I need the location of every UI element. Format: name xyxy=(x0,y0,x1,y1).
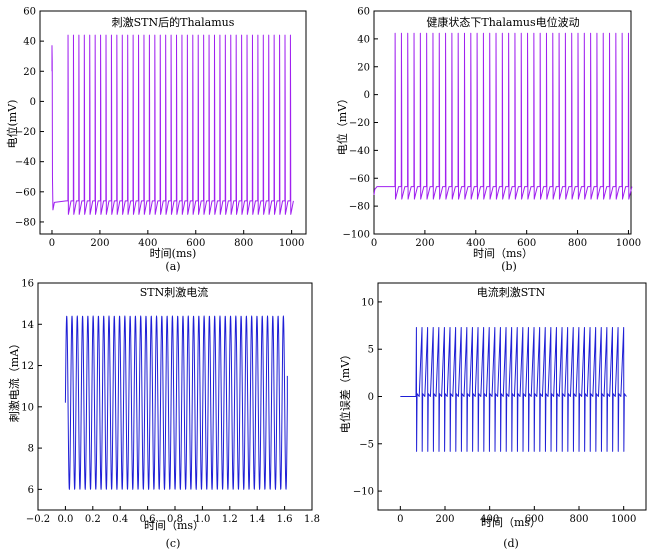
y-tick-label: 12 xyxy=(21,361,34,372)
x-tick-label: 0.6 xyxy=(140,514,156,525)
panel-c-ylabel: 刺激电流（mA） xyxy=(7,338,21,422)
panel-b-ylabel: 电位（mV） xyxy=(335,93,349,155)
panel-c-title: STN刺激电流 xyxy=(140,285,209,299)
x-tick-label: 400 xyxy=(466,238,485,249)
x-tick-label: 1.2 xyxy=(222,514,238,525)
x-tick-label: 600 xyxy=(517,238,536,249)
y-tick-label: −20 xyxy=(15,127,36,138)
x-tick-label: −0.2 xyxy=(26,514,50,525)
x-tick-label: 1.6 xyxy=(277,514,293,525)
y-tick-label: 0 xyxy=(364,90,370,101)
y-tick-label: 14 xyxy=(21,320,34,331)
y-tick-label: 10 xyxy=(21,402,34,413)
panel-c-axes: −0.2 0.0 0.2 0.4 0.6 0.8 1.0 1.2 1.4 1.6 1.8 6 8 10 12… xyxy=(21,279,320,526)
x-tick-label: 800 xyxy=(568,238,587,249)
panel-a-plot-frame xyxy=(39,10,307,235)
x-tick-label: 1.4 xyxy=(249,514,265,525)
y-tick-label: −40 xyxy=(349,146,370,157)
panel-b-title: 健康状态下Thalamus电位波动 xyxy=(426,15,579,29)
panel-d-axes: 0 200 400 600 800 1000 −10 −5 0 5 10 xyxy=(353,282,647,525)
y-tick-label: 60 xyxy=(23,7,36,18)
panel-a-axes: 0 200 400 600 800 1000 −80 −60 −40 −20 0 20 40 60 xyxy=(15,7,307,249)
y-tick-label: 8 xyxy=(28,444,34,455)
panel-a-title: 刺激STN后的Thalamus xyxy=(112,15,235,29)
panel-a-series-line xyxy=(51,34,294,215)
panel-b-xlabel: 时间（ms） xyxy=(473,247,533,260)
x-tick-label: 1.8 xyxy=(304,514,320,525)
y-tick-label: −80 xyxy=(349,202,370,213)
y-tick-label: −5 xyxy=(359,439,374,450)
panel-c-xlabel: 时间（ms） xyxy=(144,519,204,532)
y-tick-label: 5 xyxy=(368,345,374,356)
y-tick-label: −100 xyxy=(343,230,370,241)
x-tick-label: 0 xyxy=(49,238,55,249)
y-tick-label: 60 xyxy=(357,7,370,18)
panel-b-series-line xyxy=(373,32,633,200)
x-tick-label: 400 xyxy=(138,238,157,249)
panel-c: STN刺激电流 时间（ms） 刺激电流（mA） (c) xyxy=(7,285,208,550)
panel-c-caption: (c) xyxy=(166,537,181,550)
y-tick-label: 0 xyxy=(30,97,36,108)
panel-b: 健康状态下Thalamus电位波动 时间（ms） 电位（mV） (b) xyxy=(335,15,580,273)
panel-d-xlabel: 时间（ms） xyxy=(481,516,541,529)
y-tick-label: −10 xyxy=(353,487,374,498)
x-tick-label: 400 xyxy=(480,514,499,525)
x-tick-label: 200 xyxy=(435,514,454,525)
y-tick-label: 16 xyxy=(21,279,34,290)
y-tick-label: 0 xyxy=(368,392,374,403)
x-tick-label: 200 xyxy=(415,238,434,249)
panel-d: 电流刺激STN 时间（ms） 电位误差（mV） (d) xyxy=(338,285,546,550)
panel-c-series-line xyxy=(64,315,288,490)
y-tick-label: −40 xyxy=(15,157,36,168)
x-tick-label: 200 xyxy=(90,238,109,249)
panel-a-caption: (a) xyxy=(165,260,180,273)
x-tick-label: 1000 xyxy=(616,238,641,249)
y-tick-label: −80 xyxy=(15,217,36,228)
y-tick-label: −60 xyxy=(15,187,36,198)
x-tick-label: 0.0 xyxy=(57,514,73,525)
panel-b-caption: (b) xyxy=(501,260,517,273)
panel-d-title: 电流刺激STN xyxy=(477,285,546,299)
x-tick-label: 0 xyxy=(397,514,403,525)
panel-a-ylabel: 电位(mV) xyxy=(5,100,19,149)
y-tick-label: 20 xyxy=(23,67,36,78)
x-tick-label: 600 xyxy=(186,238,205,249)
y-tick-label: 10 xyxy=(361,297,374,308)
y-tick-label: 20 xyxy=(357,62,370,73)
y-tick-label: −60 xyxy=(349,174,370,185)
y-tick-label: 40 xyxy=(23,37,36,48)
y-tick-label: 6 xyxy=(28,485,34,496)
panel-a: 刺激STN后的Thalamus 时间(ms) 电位(mV) (a) xyxy=(5,15,235,273)
panel-d-ylabel: 电位误差（mV） xyxy=(338,349,352,433)
x-tick-label: 800 xyxy=(569,514,588,525)
x-tick-label: 1000 xyxy=(279,238,304,249)
y-tick-label: 40 xyxy=(357,34,370,45)
panel-b-axes: 0 200 400 600 800 1000 −100 −80 −60 −40 −20 0 20 40 60 xyxy=(343,7,642,250)
x-tick-label: 0.2 xyxy=(85,514,101,525)
x-tick-label: 0.8 xyxy=(167,514,183,525)
panel-a-xlabel: 时间(ms) xyxy=(150,247,197,260)
x-tick-label: 1.0 xyxy=(194,514,210,525)
x-tick-label: 0.4 xyxy=(112,514,128,525)
x-tick-label: 800 xyxy=(234,238,253,249)
panel-d-caption: (d) xyxy=(503,537,519,550)
x-tick-label: 600 xyxy=(525,514,544,525)
y-tick-label: −20 xyxy=(349,118,370,129)
x-tick-label: 0 xyxy=(371,238,377,249)
x-tick-label: 1000 xyxy=(611,514,636,525)
panel-d-series-line xyxy=(400,326,627,452)
